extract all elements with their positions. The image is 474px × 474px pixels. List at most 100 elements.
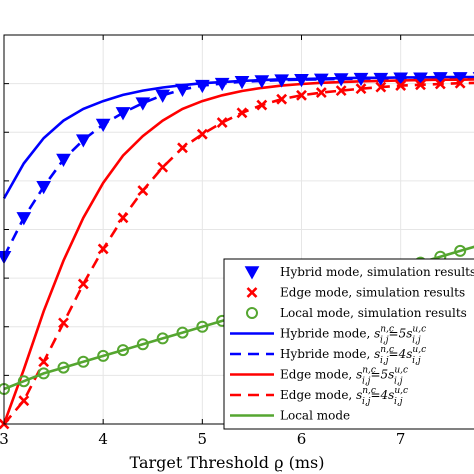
legend-formula-part: i,j	[380, 356, 389, 366]
legend-formula-part: n,c	[380, 325, 394, 335]
x-stroke	[355, 83, 367, 95]
x-axis-title: Target Threshold ϱ (ms)	[130, 453, 325, 472]
data-point	[137, 185, 149, 197]
data-point	[177, 142, 188, 154]
data-point	[234, 75, 250, 90]
x-stroke	[58, 317, 69, 329]
data-point	[395, 80, 407, 91]
data-point	[117, 344, 129, 357]
data-point	[353, 72, 369, 87]
legend-formula-part: =5	[370, 368, 388, 382]
legend-formula-part: s	[388, 368, 394, 382]
x-tick-label: 4	[98, 430, 108, 448]
data-point	[77, 278, 89, 290]
legend-formula-part: i,j	[412, 356, 421, 366]
x-tick-label: 6	[297, 430, 307, 448]
legend-entry: Hybride mode, sn,c i,j=4su,c i,j	[230, 345, 426, 366]
data-point	[254, 75, 270, 89]
legend-label: Edge mode, sn,c i,j=4su,c i,j	[280, 386, 408, 407]
legend-marker	[246, 307, 258, 319]
x-stroke	[434, 78, 446, 90]
data-point	[97, 243, 109, 255]
legend-label: Hybride mode, sn,c i,j=5su,c i,j	[280, 325, 426, 346]
legend-formula-part: =4	[389, 347, 407, 361]
legend-label: Edge mode, simulation results	[280, 286, 465, 300]
data-point	[294, 74, 309, 88]
data-point	[335, 85, 347, 97]
ticks: 3 4 5 6 7	[0, 34, 406, 448]
series-line-3	[2, 75, 474, 200]
x-stroke	[236, 107, 248, 119]
legend-label: Local mode	[280, 409, 350, 423]
data-point	[157, 161, 169, 173]
legend-entry: Edge mode, sn,c i,j=4su,c i,j	[230, 386, 408, 407]
x-stroke	[395, 80, 407, 91]
legend-formula-part: u,c	[394, 386, 408, 396]
legend-formula-part: s	[356, 388, 362, 402]
data-point	[214, 77, 230, 92]
x-stroke	[117, 212, 129, 224]
data-point	[57, 361, 70, 374]
data-point	[196, 128, 208, 140]
data-point	[274, 74, 290, 88]
data-point	[0, 251, 12, 265]
data-point	[375, 81, 387, 93]
x-tick-label: 7	[396, 430, 406, 448]
x-stroke	[157, 161, 169, 173]
data-point	[415, 79, 426, 91]
data-point	[155, 89, 171, 103]
data-point	[135, 97, 151, 111]
data-point	[355, 83, 367, 95]
data-point	[256, 99, 268, 111]
data-point	[175, 83, 190, 97]
legend-marker	[244, 266, 260, 280]
data-point	[313, 73, 329, 87]
legend-formula-part: =4	[370, 388, 388, 402]
legend-formula-part: u,c	[412, 325, 426, 335]
series-markers-1	[0, 77, 466, 430]
data-point	[58, 317, 69, 329]
legend-entry: Local mode	[230, 409, 350, 423]
x-stroke	[38, 356, 50, 368]
legend-formula-part: =5	[389, 327, 407, 341]
data-point	[434, 78, 446, 90]
x-tick-label: 3	[0, 430, 9, 448]
x-stroke	[18, 395, 30, 407]
legend-formula-part: n,c	[362, 386, 376, 396]
x-stroke	[196, 128, 208, 140]
data-point	[36, 181, 52, 195]
data-point	[17, 375, 30, 388]
legend-formula-part: i,j	[394, 377, 403, 387]
data-point	[276, 93, 288, 105]
data-point	[296, 89, 307, 101]
data-point	[333, 73, 349, 87]
x-stroke	[296, 89, 307, 101]
legend-label: Local mode, simulation results	[280, 306, 467, 320]
data-point	[97, 349, 110, 362]
legend-formula-part: s	[356, 368, 362, 382]
legend-marker	[246, 287, 258, 298]
data-point	[75, 134, 91, 148]
data-point	[413, 72, 428, 86]
legend-label: Hybride mode, sn,c i,j=4su,c i,j	[280, 345, 426, 366]
x-stroke	[335, 85, 347, 97]
data-point	[393, 72, 409, 86]
data-point	[115, 107, 131, 121]
legend-formula-part: s	[406, 327, 412, 341]
legend-label: Edge mode, sn,c i,j=5su,c i,j	[280, 366, 408, 387]
data-point	[315, 87, 327, 98]
data-point	[117, 212, 129, 224]
legend-formula-part: i,j	[394, 397, 403, 407]
data-point	[216, 117, 228, 128]
legend-formula-part: i,j	[362, 397, 371, 407]
data-point	[37, 367, 50, 380]
legend-label: Hybrid mode, simulation results	[280, 265, 474, 279]
data-point	[454, 77, 466, 89]
x-stroke	[177, 142, 188, 154]
data-point	[236, 107, 248, 119]
x-stroke	[375, 81, 387, 93]
data-point	[136, 338, 149, 351]
x-tick-label: 5	[198, 430, 208, 448]
data-point	[16, 212, 32, 226]
